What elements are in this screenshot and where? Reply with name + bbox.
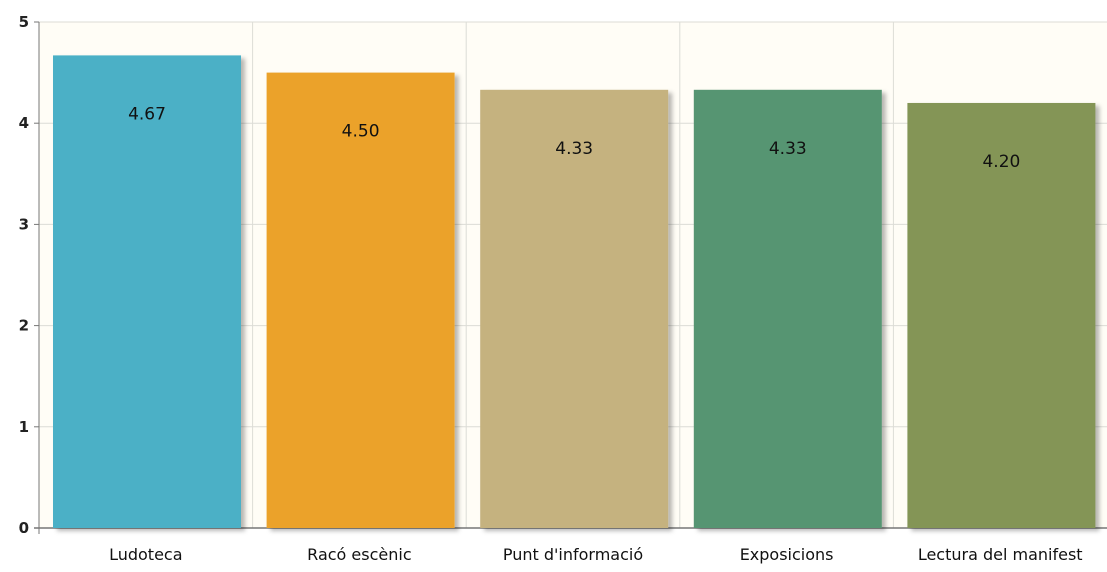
labels: 0 1 2 3 4 5 4.67 Ludoteca 4.50 Racó escènic 4.33 Pu… [19,13,1083,564]
y-tick-label: 5 [19,13,29,31]
bar-value-label: 4.67 [128,104,166,124]
bars [53,55,1096,529]
x-tick-label: Ludoteca [109,545,182,564]
y-tick-label: 4 [19,114,29,132]
bar-value-label: 4.50 [342,122,380,142]
bar[interactable] [53,55,241,529]
x-tick-label: Racó escènic [307,545,411,564]
x-tick-label: Exposicions [740,545,834,564]
bar[interactable] [907,102,1096,529]
y-tick-label: 1 [19,418,29,436]
bar-value-label: 4.33 [555,139,593,159]
bar[interactable] [693,89,882,528]
bar-value-label: 4.33 [769,139,807,159]
x-tick-label: Lectura del manifest [918,545,1083,564]
y-tick-label: 2 [19,317,29,335]
bar-value-label: 4.20 [982,152,1020,172]
x-tick-label: Punt d'informació [503,545,643,564]
y-tick-label: 0 [19,519,29,537]
bar[interactable] [480,89,669,528]
bar[interactable] [266,72,455,528]
y-tick-label: 3 [19,215,29,233]
